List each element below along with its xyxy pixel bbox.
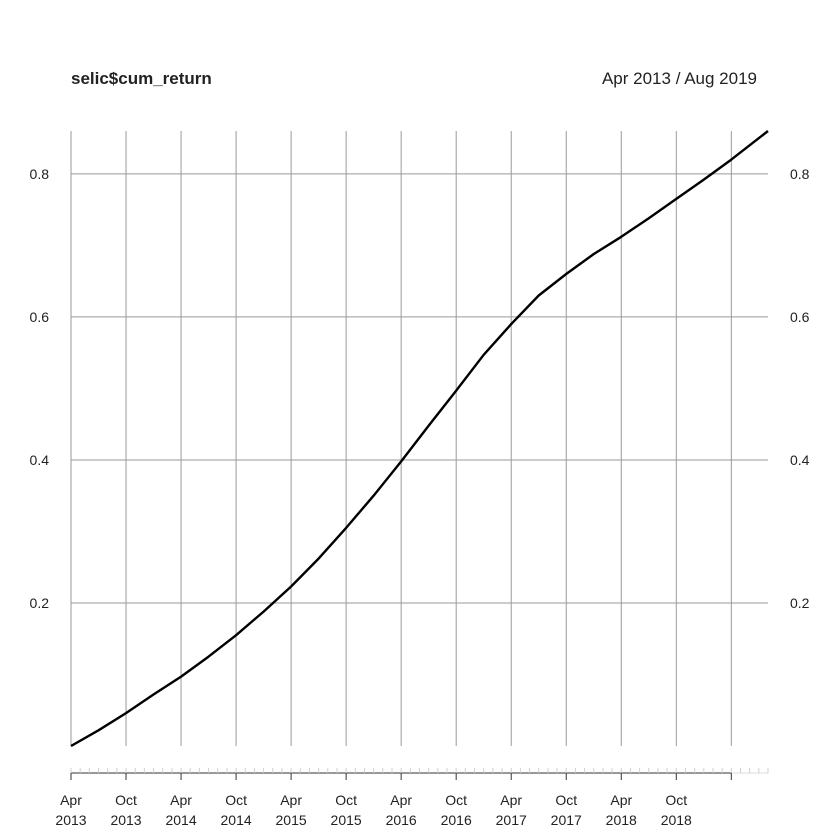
x-tick-label-year: 2016 — [441, 812, 472, 828]
x-tick-label-year: 2018 — [661, 812, 692, 828]
x-tick-label-month: Oct — [225, 792, 247, 808]
x-tick-label-month: Apr — [390, 792, 412, 808]
y-tick-label-right: 0.6 — [790, 309, 810, 325]
y-tick-label-right: 0.8 — [790, 166, 810, 182]
x-tick-label-year: 2015 — [331, 812, 362, 828]
date-range-label: Apr 2013 / Aug 2019 — [602, 69, 757, 88]
x-tick-label-month: Oct — [115, 792, 137, 808]
series-line — [70, 130, 769, 748]
y-tick-label-left: 0.4 — [30, 452, 50, 468]
x-tick-label-year: 2017 — [496, 812, 527, 828]
y-tick-label-left: 0.8 — [30, 166, 50, 182]
x-tick-label-year: 2013 — [55, 812, 86, 828]
y-tick-label-right: 0.4 — [790, 452, 810, 468]
y-tick-label-right: 0.2 — [790, 595, 810, 611]
plot-area: 0.2 0.2 0.4 0.4 0.6 0.6 0.8 0.8 Apr 2013 Oct 2013 Ap… — [30, 130, 810, 828]
x-tick-label-year: 2013 — [110, 812, 141, 828]
chart-title: selic$cum_return — [71, 69, 212, 88]
x-tick-label-year: 2018 — [606, 812, 637, 828]
x-tick-label-month: Apr — [170, 792, 192, 808]
x-tick-label-year: 2016 — [386, 812, 417, 828]
x-tick-label-month: Apr — [500, 792, 522, 808]
x-tick-label-month: Oct — [335, 792, 357, 808]
x-tick-label-month: Apr — [60, 792, 82, 808]
x-tick-label-month: Apr — [610, 792, 632, 808]
x-tick-label-year: 2015 — [276, 812, 307, 828]
x-tick-label-year: 2017 — [551, 812, 582, 828]
x-tick-label-month: Oct — [445, 792, 467, 808]
x-tick-label-month: Oct — [555, 792, 577, 808]
x-tick-label-month: Oct — [665, 792, 687, 808]
y-tick-label-left: 0.2 — [30, 595, 50, 611]
x-tick-label-year: 2014 — [221, 812, 252, 828]
x-tick-label-month: Apr — [280, 792, 302, 808]
x-tick-label-year: 2014 — [165, 812, 196, 828]
y-tick-label-left: 0.6 — [30, 309, 50, 325]
